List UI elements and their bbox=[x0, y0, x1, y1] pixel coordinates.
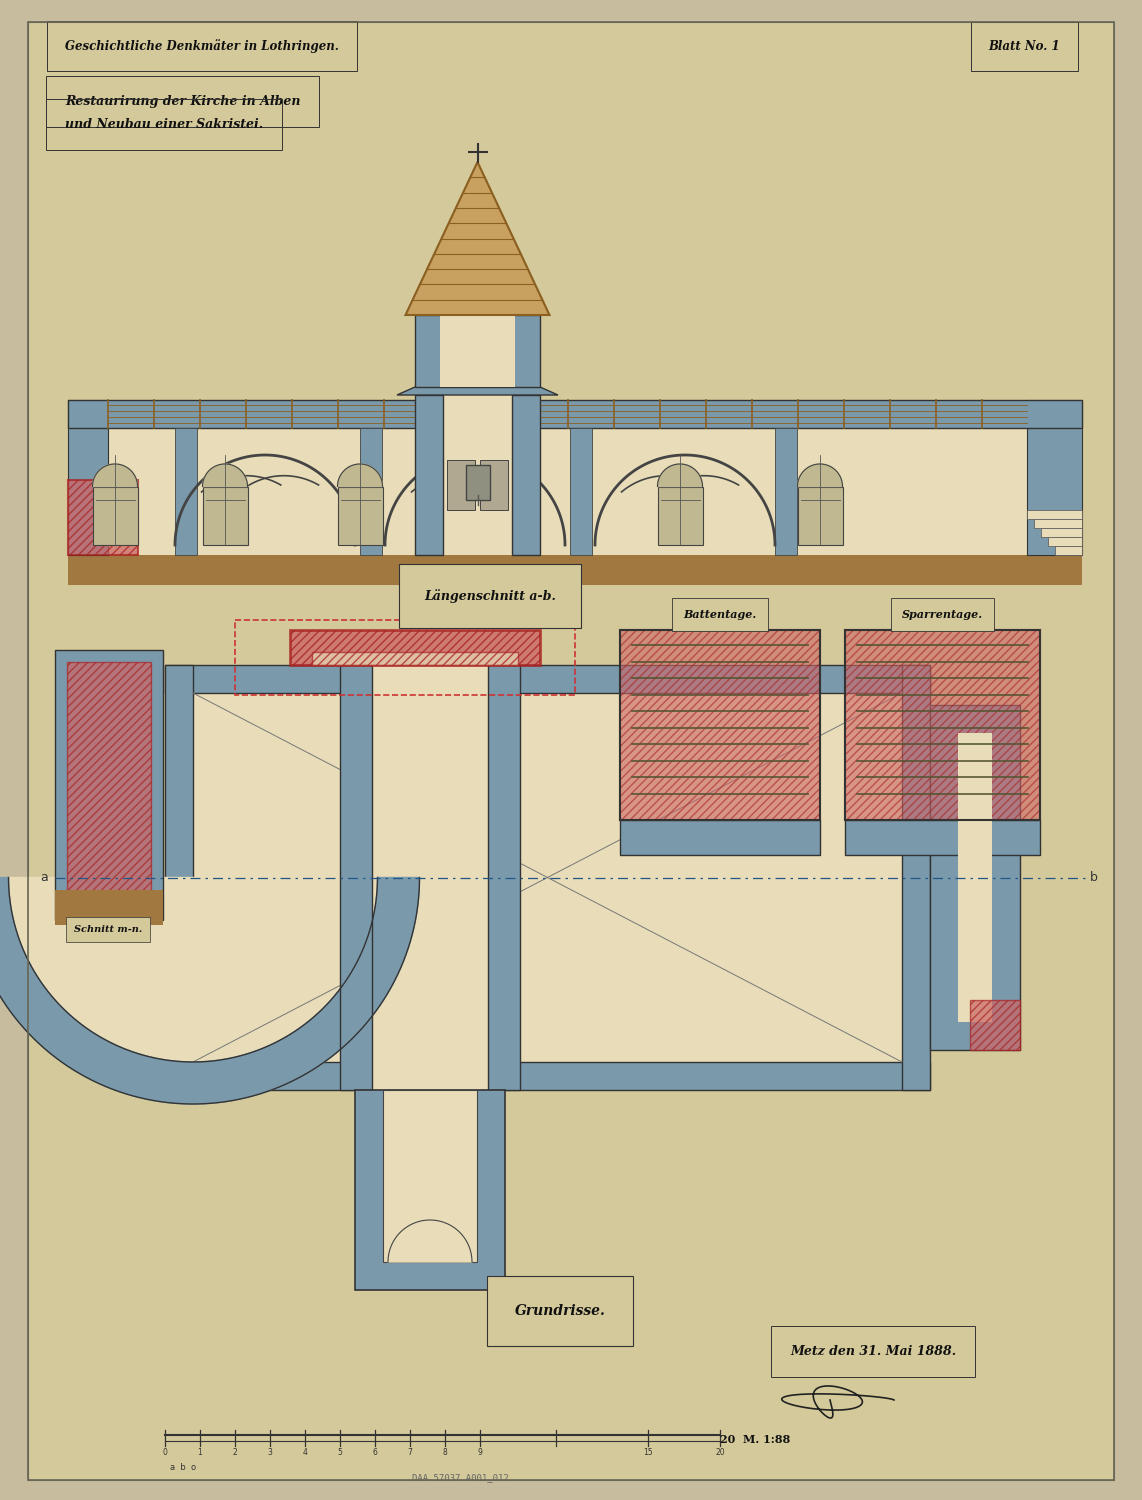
FancyBboxPatch shape bbox=[466, 465, 490, 500]
Text: 9: 9 bbox=[477, 1448, 482, 1456]
Text: DAA 57037 A001_012: DAA 57037 A001_012 bbox=[411, 1473, 508, 1482]
FancyBboxPatch shape bbox=[69, 480, 138, 555]
Polygon shape bbox=[658, 464, 702, 486]
Text: Restaurirung der Kirche in Alben: Restaurirung der Kirche in Alben bbox=[65, 94, 300, 108]
FancyBboxPatch shape bbox=[340, 664, 372, 1090]
Polygon shape bbox=[388, 1220, 472, 1262]
FancyBboxPatch shape bbox=[69, 400, 1081, 555]
Text: Metz den 31. Mai 1888.: Metz den 31. Mai 1888. bbox=[790, 1346, 956, 1358]
Text: 15: 15 bbox=[643, 1448, 653, 1456]
Text: 2: 2 bbox=[233, 1448, 238, 1456]
FancyBboxPatch shape bbox=[1034, 519, 1081, 528]
Polygon shape bbox=[0, 878, 419, 1104]
FancyBboxPatch shape bbox=[620, 821, 820, 855]
FancyBboxPatch shape bbox=[55, 650, 163, 920]
FancyBboxPatch shape bbox=[1027, 400, 1081, 555]
FancyBboxPatch shape bbox=[970, 1000, 1020, 1050]
Text: Grundrisse.: Grundrisse. bbox=[515, 1304, 605, 1318]
FancyBboxPatch shape bbox=[164, 1062, 930, 1090]
FancyBboxPatch shape bbox=[1055, 546, 1081, 555]
FancyBboxPatch shape bbox=[415, 315, 540, 387]
FancyBboxPatch shape bbox=[175, 427, 198, 555]
FancyBboxPatch shape bbox=[1042, 528, 1081, 537]
Text: Längenschnitt a-b.: Längenschnitt a-b. bbox=[424, 590, 556, 603]
FancyBboxPatch shape bbox=[797, 486, 843, 544]
FancyBboxPatch shape bbox=[902, 664, 930, 1090]
Text: Sparrentage.: Sparrentage. bbox=[902, 609, 983, 619]
FancyBboxPatch shape bbox=[443, 394, 512, 555]
FancyBboxPatch shape bbox=[383, 1090, 477, 1262]
FancyBboxPatch shape bbox=[372, 664, 488, 1090]
FancyBboxPatch shape bbox=[620, 630, 820, 821]
Text: 0: 0 bbox=[162, 1448, 168, 1456]
FancyBboxPatch shape bbox=[1027, 510, 1081, 519]
FancyBboxPatch shape bbox=[512, 394, 540, 555]
FancyBboxPatch shape bbox=[845, 630, 1040, 821]
FancyBboxPatch shape bbox=[338, 486, 383, 544]
Text: Geschichtliche Denkmäter in Lothringen.: Geschichtliche Denkmäter in Lothringen. bbox=[65, 39, 339, 53]
Polygon shape bbox=[338, 464, 383, 486]
FancyBboxPatch shape bbox=[67, 662, 151, 908]
Text: 1: 1 bbox=[198, 1448, 202, 1456]
FancyBboxPatch shape bbox=[202, 486, 248, 544]
Text: 8: 8 bbox=[443, 1448, 448, 1456]
FancyBboxPatch shape bbox=[775, 427, 797, 555]
Text: 20: 20 bbox=[715, 1448, 725, 1456]
FancyBboxPatch shape bbox=[480, 460, 508, 510]
FancyBboxPatch shape bbox=[164, 664, 930, 1090]
FancyBboxPatch shape bbox=[55, 890, 163, 926]
FancyBboxPatch shape bbox=[570, 427, 592, 555]
Polygon shape bbox=[93, 464, 137, 486]
Text: a: a bbox=[40, 871, 48, 883]
Text: 20  M. 1:88: 20 M. 1:88 bbox=[719, 1434, 790, 1444]
FancyBboxPatch shape bbox=[29, 22, 1113, 1480]
FancyBboxPatch shape bbox=[355, 1090, 505, 1290]
FancyBboxPatch shape bbox=[69, 400, 108, 555]
Text: Schnitt m-n.: Schnitt m-n. bbox=[74, 926, 142, 934]
FancyBboxPatch shape bbox=[312, 652, 518, 664]
Text: 7: 7 bbox=[408, 1448, 412, 1456]
FancyBboxPatch shape bbox=[845, 821, 1040, 855]
FancyBboxPatch shape bbox=[93, 486, 137, 544]
Text: 3: 3 bbox=[267, 1448, 273, 1456]
FancyBboxPatch shape bbox=[415, 394, 443, 555]
Text: Battentage.: Battentage. bbox=[683, 609, 757, 619]
FancyBboxPatch shape bbox=[658, 486, 702, 544]
Polygon shape bbox=[202, 464, 248, 486]
Polygon shape bbox=[8, 878, 378, 1062]
Text: 5: 5 bbox=[338, 1448, 343, 1456]
Text: 6: 6 bbox=[372, 1448, 378, 1456]
FancyBboxPatch shape bbox=[164, 664, 193, 1090]
Text: a  b  o: a b o bbox=[170, 1462, 196, 1472]
FancyBboxPatch shape bbox=[930, 705, 1020, 1050]
FancyBboxPatch shape bbox=[69, 400, 1081, 427]
FancyBboxPatch shape bbox=[440, 315, 515, 387]
FancyBboxPatch shape bbox=[164, 664, 930, 693]
FancyBboxPatch shape bbox=[1048, 537, 1081, 546]
Text: Blatt No. 1: Blatt No. 1 bbox=[988, 40, 1060, 53]
FancyBboxPatch shape bbox=[958, 734, 992, 1022]
FancyBboxPatch shape bbox=[69, 555, 1081, 585]
Text: b: b bbox=[1089, 871, 1097, 883]
Polygon shape bbox=[797, 464, 843, 486]
Polygon shape bbox=[397, 387, 558, 394]
Text: 4: 4 bbox=[303, 1448, 307, 1456]
Text: und Neubau einer Sakristei.: und Neubau einer Sakristei. bbox=[65, 118, 263, 130]
Polygon shape bbox=[405, 162, 549, 315]
FancyBboxPatch shape bbox=[447, 460, 475, 510]
FancyBboxPatch shape bbox=[360, 427, 383, 555]
FancyBboxPatch shape bbox=[290, 630, 540, 664]
FancyBboxPatch shape bbox=[488, 664, 520, 1090]
